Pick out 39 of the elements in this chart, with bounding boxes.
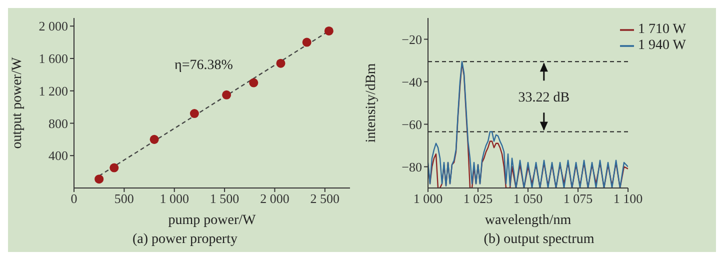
text: (b) output spectrum [482, 232, 596, 248]
y-tick-label: −80 [402, 159, 422, 174]
x-tick-label: 0 [70, 191, 78, 206]
point [222, 90, 232, 100]
x-tick-label: 1 000 [160, 191, 189, 206]
text: (a) power property [132, 232, 238, 248]
x-axis-title: pump power/W [168, 213, 257, 228]
legend-label: 1 710 W [638, 22, 686, 37]
x-tick-label: 2 500 [310, 191, 340, 206]
y-axis-title: intensity/dBm [364, 63, 379, 143]
y-tick-label: 1 200 [38, 83, 68, 98]
point [110, 163, 119, 172]
x-tick-label: 1 075 [563, 191, 593, 206]
annotation: 33.22 dB [518, 90, 570, 106]
x-tick-label: 1 025 [463, 191, 493, 206]
point [249, 78, 258, 88]
y-tick-label: 1 600 [38, 51, 68, 66]
y-tick-label: −60 [402, 116, 422, 132]
point [150, 134, 159, 144]
x-tick-label: 1 500 [210, 191, 240, 206]
point [324, 26, 334, 36]
legend-label: 1 940 W [638, 38, 686, 53]
y-tick-label: 2 000 [38, 18, 68, 34]
point [302, 38, 312, 47]
point [190, 109, 199, 118]
x-tick-label: 2 000 [260, 191, 290, 206]
x-tick-label: 1 050 [513, 191, 543, 206]
y-tick-label: 400 [48, 148, 68, 164]
y-tick-label: 800 [48, 116, 68, 131]
y-tick-label: −20 [402, 32, 422, 47]
y-axis-title: output power/W [10, 56, 25, 149]
x-tick-label: 500 [114, 191, 134, 206]
x-tick-label: 1 000 [413, 191, 443, 206]
annotation: η=76.38% [174, 58, 234, 73]
y-tick-label: −40 [402, 74, 422, 90]
point [94, 174, 104, 184]
point [276, 58, 286, 68]
x-tick-label: 1 100 [613, 191, 643, 206]
x-axis-title: wavelength/nm [484, 213, 572, 228]
